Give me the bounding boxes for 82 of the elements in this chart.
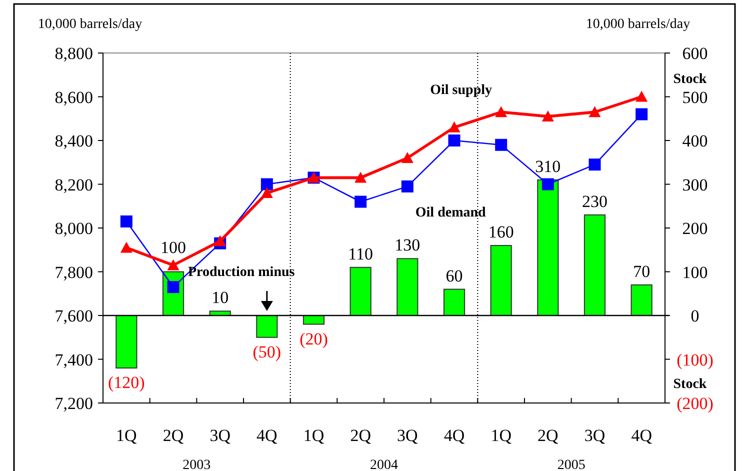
bar (350, 266, 372, 316)
point (354, 172, 367, 183)
point (542, 178, 554, 190)
data-label: 160 (488, 222, 514, 242)
x-tick-label: 1Q (116, 426, 137, 445)
data-label: 230 (582, 192, 608, 211)
x-tick-label: 2Q (538, 426, 558, 445)
y2-tick-label: (200) (676, 394, 714, 413)
text: 2003 (182, 458, 211, 471)
y2-tick-label: (100) (676, 350, 714, 370)
x-tick-label: 3Q (584, 426, 606, 445)
bar (537, 179, 559, 316)
data-label: 130 (394, 236, 420, 255)
data-label: 10 (212, 288, 229, 308)
x-tick-label: 4Q (444, 426, 465, 445)
series-label: Oil supply (430, 83, 492, 98)
bar (302, 315, 325, 325)
bar (396, 258, 418, 316)
x-tick-label: 4Q (256, 426, 278, 445)
bar (584, 214, 606, 316)
point (214, 235, 226, 246)
y-tick-label: 7,600 (54, 306, 93, 326)
point (354, 196, 367, 208)
y-tick-label: 8,800 (54, 44, 93, 63)
point (588, 106, 601, 118)
bar (443, 288, 466, 316)
y2-tick-label: 600 (682, 44, 708, 63)
point (636, 90, 648, 102)
point (167, 259, 180, 270)
data-label: (20) (300, 329, 328, 348)
text: Stock (673, 72, 707, 87)
point (260, 178, 273, 190)
text: Stock (673, 377, 707, 392)
point (120, 215, 132, 228)
y2-tick-label: 0 (690, 306, 700, 326)
data-label: 310 (535, 156, 561, 176)
series-label: Oil demand (415, 205, 486, 220)
point (401, 180, 414, 192)
y-tick-label: 7,400 (54, 350, 93, 370)
bar (256, 315, 278, 338)
data-label: 100 (160, 238, 186, 258)
x-tick-label: 1Q (303, 426, 324, 445)
x-tick-label: 3Q (397, 426, 418, 445)
y2-tick-label: 400 (682, 132, 708, 150)
y-tick-label: 8,600 (54, 88, 93, 107)
y-tick-label: 8,400 (54, 132, 93, 150)
y2-tick-label: 100 (682, 262, 708, 282)
bar (116, 315, 138, 368)
point (588, 158, 601, 171)
y2-tick-label: 200 (682, 219, 708, 238)
bar (630, 284, 652, 316)
point (448, 121, 460, 132)
data-label: (120) (108, 373, 145, 392)
x-tick-label: 3Q (210, 426, 230, 445)
point (495, 106, 508, 118)
text: 2005 (557, 458, 586, 471)
point (636, 108, 648, 120)
point (448, 134, 460, 146)
y-axis-title: 10,000 barrels/day (38, 17, 142, 32)
data-label: 60 (446, 266, 463, 286)
point (120, 242, 132, 253)
point (401, 152, 414, 163)
y2-tick-label: 500 (682, 88, 708, 107)
data-label: (50) (252, 342, 282, 362)
text: 2004 (370, 458, 398, 471)
y-tick-label: 8,200 (54, 175, 93, 194)
y-tick-label: 7,200 (54, 394, 93, 413)
y2-axis-title: 10,000 barrels/day (586, 17, 690, 32)
x-tick-label: 1Q (490, 426, 512, 445)
bar (490, 245, 512, 316)
y-tick-label: 8,000 (54, 219, 93, 238)
data-label: 70 (633, 262, 650, 281)
data-label: 110 (348, 244, 374, 264)
x-tick-label: 2Q (162, 426, 184, 445)
x-tick-label: 4Q (631, 426, 652, 445)
y-tick-label: 7,800 (54, 262, 93, 282)
point (495, 138, 508, 151)
point (260, 187, 273, 198)
annotation: Production minus (188, 265, 296, 280)
point (542, 110, 554, 122)
x-tick-label: 2Q (350, 426, 371, 445)
y2-tick-label: 300 (682, 175, 708, 194)
